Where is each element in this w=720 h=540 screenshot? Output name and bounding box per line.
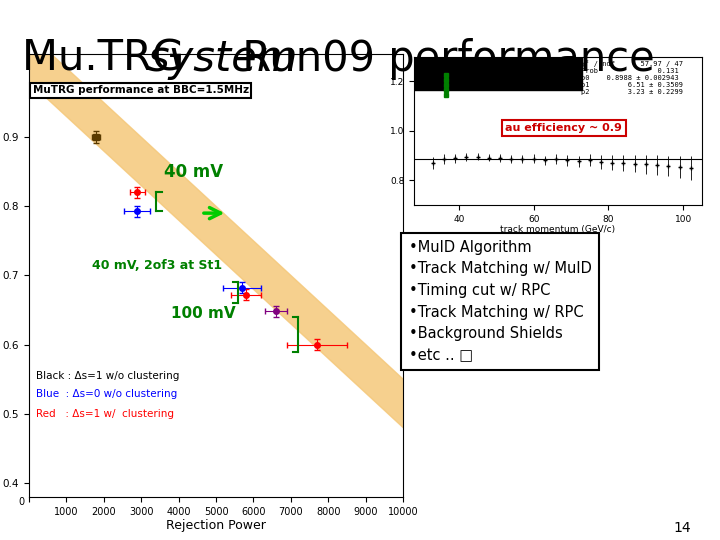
Text: 100 mV: 100 mV bbox=[171, 306, 235, 321]
Text: 40 mV, 2of3 at St1: 40 mV, 2of3 at St1 bbox=[92, 259, 222, 272]
X-axis label: Rejection Power: Rejection Power bbox=[166, 519, 266, 532]
Text: system: system bbox=[148, 38, 298, 80]
Text: au efficiency ~ 0.9: au efficiency ~ 0.9 bbox=[505, 123, 622, 133]
X-axis label: track momentum (GeV/c): track momentum (GeV/c) bbox=[500, 225, 616, 234]
Text: Red   : Δs=1 w/  clustering: Red : Δs=1 w/ clustering bbox=[36, 409, 174, 419]
Text: Run09 performance: Run09 performance bbox=[229, 38, 654, 80]
Text: threshold: threshold bbox=[451, 80, 494, 89]
Text: 40 mV: 40 mV bbox=[163, 163, 222, 180]
Text: MuID trigger: MuID trigger bbox=[451, 72, 508, 82]
Bar bbox=[414, 57, 582, 90]
Text: χ² / ndf      57.97 / 47
Prob              0.131
p0    0.8988 ± 0.002943
p1     : χ² / ndf 57.97 / 47 Prob 0.131 p0 0.8988… bbox=[581, 59, 683, 94]
Text: Blue  : Δs=0 w/o clustering: Blue : Δs=0 w/o clustering bbox=[36, 389, 178, 400]
Text: Black : Δs=1 w/o clustering: Black : Δs=1 w/o clustering bbox=[36, 371, 180, 381]
Text: •MuID Algorithm
•Track Matching w/ MuID
•Timing cut w/ RPC
•Track Matching w/ RP: •MuID Algorithm •Track Matching w/ MuID … bbox=[409, 240, 592, 363]
Text: MuTRG performance at BBC=1.5MHz: MuTRG performance at BBC=1.5MHz bbox=[32, 85, 248, 95]
Text: Mu.TRG: Mu.TRG bbox=[22, 38, 197, 80]
Text: 14: 14 bbox=[674, 521, 691, 535]
Text: 0: 0 bbox=[18, 497, 24, 507]
